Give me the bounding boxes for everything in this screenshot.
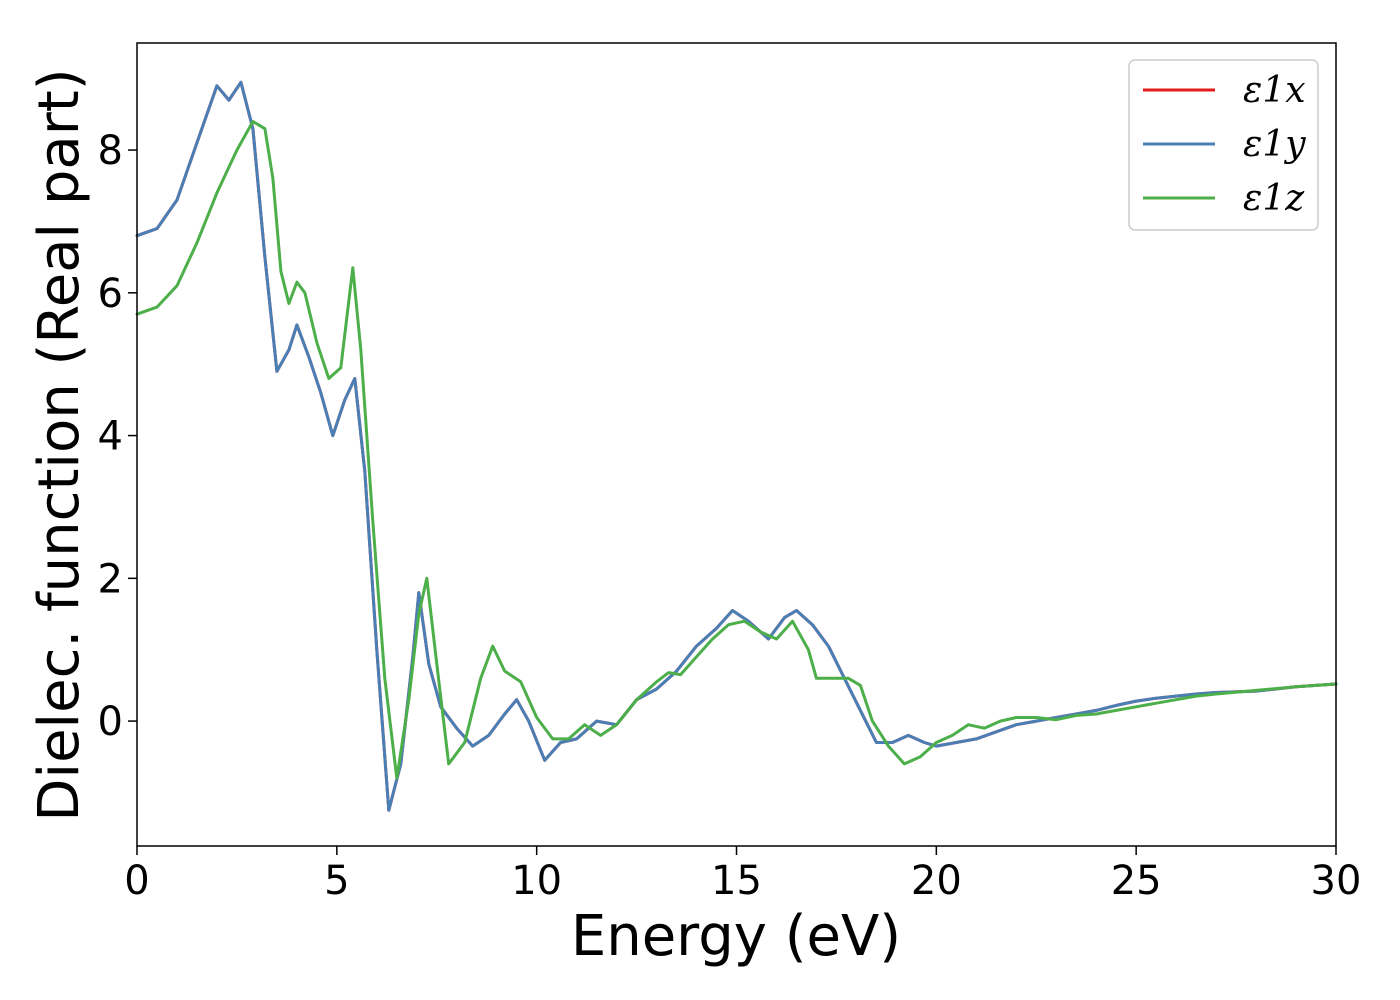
x-axis-label: Energy (eV) [571, 904, 901, 969]
x-tick-label: 30 [1311, 858, 1362, 904]
x-tick-label: 25 [1111, 858, 1162, 904]
x-tick-label: 20 [911, 858, 962, 904]
legend-label-3: ε1z [1243, 178, 1305, 219]
series-layer [135, 80, 1338, 812]
plot-frame [136, 42, 1337, 847]
x-axis-ticks: 0 5 10 15 20 25 30 [124, 846, 1361, 904]
y-tick-label: 6 [98, 271, 123, 317]
legend-label-2: ε1y [1243, 124, 1306, 165]
y-tick-label: 4 [98, 414, 123, 460]
y-axis-ticks: 0 2 4 6 8 [98, 128, 137, 745]
legend-box [1128, 59, 1319, 231]
legend: ε1x ε1y ε1z [1128, 59, 1319, 231]
x-tick-label: 0 [124, 858, 149, 904]
y-tick-label: 2 [98, 556, 123, 602]
series-line-3 [135, 120, 1338, 780]
x-tick-label: 5 [324, 858, 349, 904]
legend-label-1: ε1x [1243, 70, 1306, 111]
y-tick-label: 0 [98, 699, 123, 745]
y-tick-label: 8 [98, 128, 123, 174]
y-axis-label: Dielec. function (Real part) [27, 68, 92, 821]
x-tick-label: 10 [511, 858, 562, 904]
x-tick-label: 15 [711, 858, 762, 904]
